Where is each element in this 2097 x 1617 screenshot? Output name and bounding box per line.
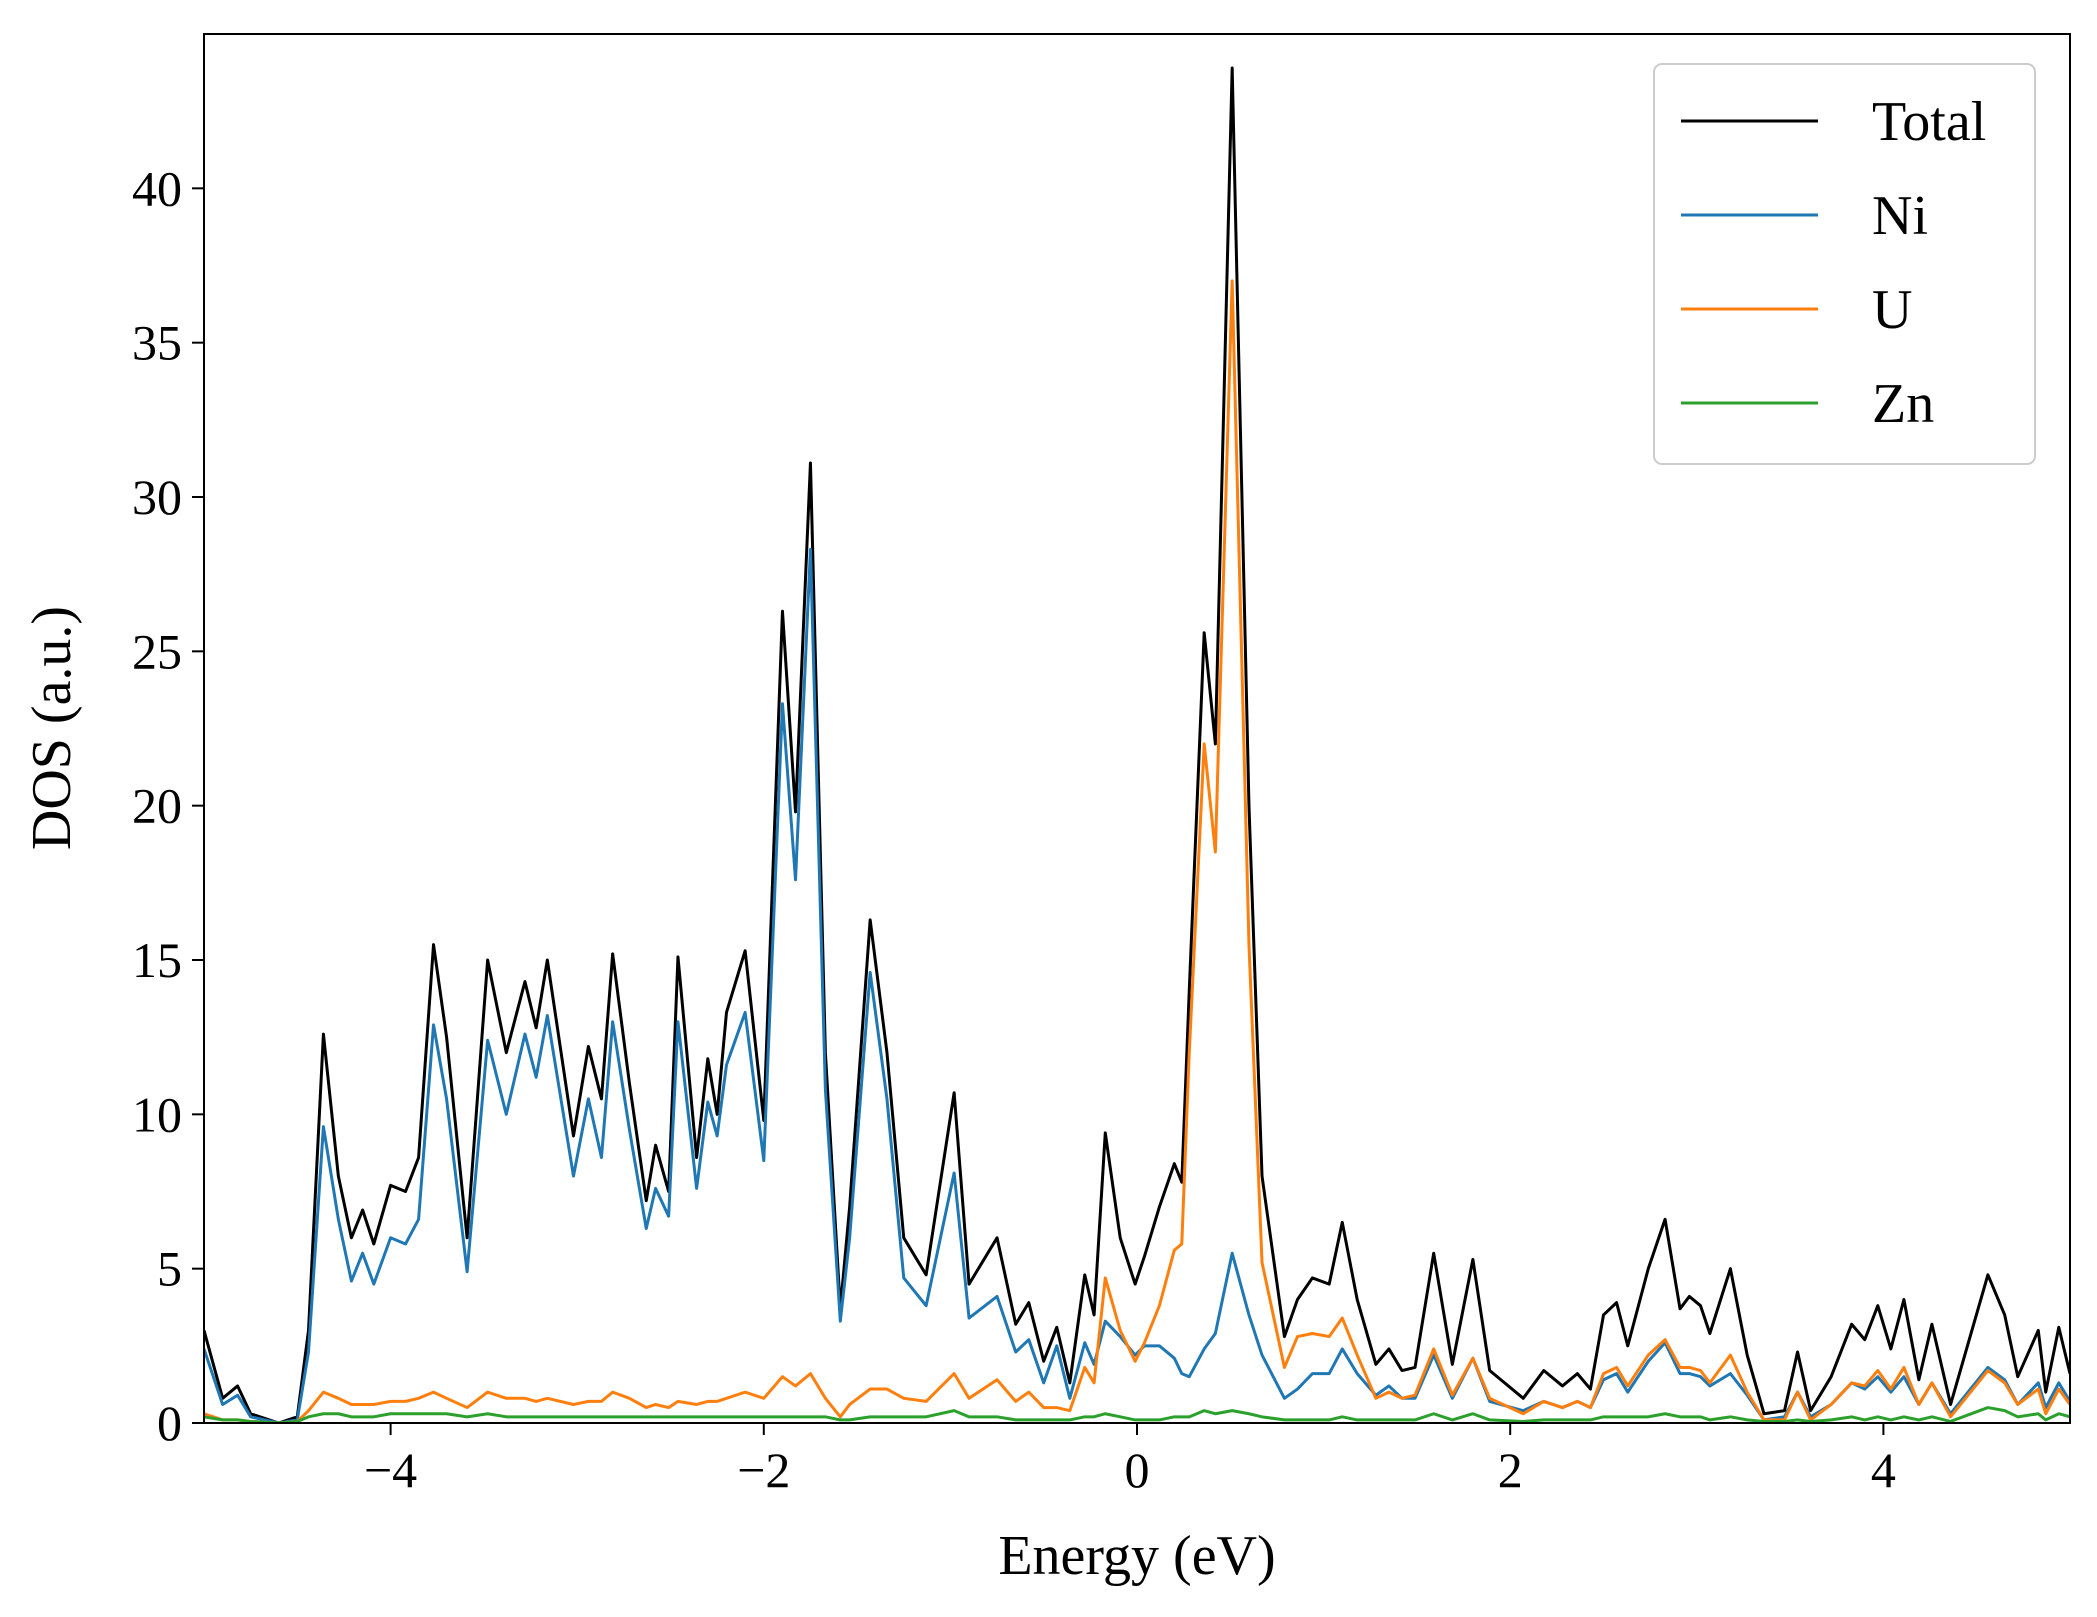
y-tick-label: 15	[132, 932, 182, 988]
series-line	[204, 547, 2070, 1423]
legend-label: Zn	[1872, 373, 1934, 435]
x-tick-label: −2	[737, 1442, 790, 1498]
series-line	[204, 1406, 2070, 1423]
x-axis-label: Energy (eV)	[998, 1525, 1275, 1587]
y-tick-label: 5	[157, 1241, 182, 1297]
series-line	[204, 279, 2070, 1423]
legend-label: Ni	[1872, 185, 1928, 247]
legend-label: U	[1872, 279, 1912, 341]
plot-frame	[203, 33, 2071, 1424]
y-tick-label: 20	[132, 778, 182, 834]
y-tick-label: 25	[132, 623, 182, 679]
x-tick-label: 0	[1125, 1442, 1150, 1498]
x-tick-label: −4	[364, 1442, 417, 1498]
x-tick-label: 4	[1871, 1442, 1896, 1498]
y-tick-label: 35	[132, 315, 182, 371]
y-axis-label: DOS (a.u.)	[21, 606, 83, 850]
legend-label: Total	[1872, 91, 1986, 153]
x-tick-label: 2	[1498, 1442, 1523, 1498]
series-line	[204, 66, 2070, 1423]
y-tick-label: 40	[132, 160, 182, 216]
legend: Total Ni U Zn	[1653, 63, 2036, 465]
legend-box	[1653, 63, 2036, 465]
y-tick-label: 0	[157, 1395, 182, 1451]
y-tick-label: 30	[132, 469, 182, 525]
y-tick-label: 10	[132, 1086, 182, 1142]
